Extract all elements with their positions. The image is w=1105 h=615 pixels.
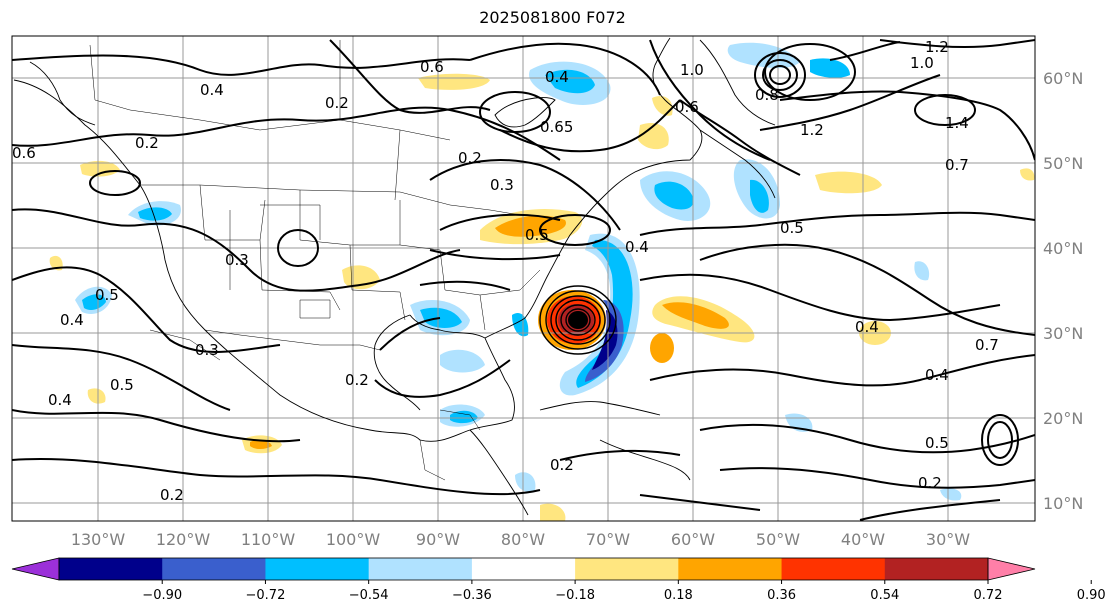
lon-label: 100°W — [326, 530, 381, 549]
graticule — [12, 36, 1035, 521]
contour-labels: 0.6 0.4 0.2 0.4 0.65 1.0 1.2 1.0 1.4 1.2… — [12, 38, 999, 504]
contour-label: 0.7 — [975, 336, 999, 354]
contour-label: 1.4 — [945, 114, 969, 132]
colorbar-frame — [58, 557, 989, 581]
colorbar-segment — [265, 558, 370, 580]
contour-label: 0.2 — [918, 474, 942, 492]
colorbar-tick-label: −0.72 — [246, 588, 286, 603]
colorbar-segment — [884, 558, 989, 580]
lat-label: 20°N — [1043, 409, 1083, 428]
contour-label: 0.8 — [755, 86, 779, 104]
colorbar-segment — [368, 558, 473, 580]
contour-label: 0.6 — [12, 144, 36, 162]
colorbar-segment — [781, 558, 886, 580]
contour-label: 0.5 — [110, 376, 134, 394]
lat-label: 60°N — [1043, 69, 1083, 88]
hurricane-contours — [539, 285, 617, 355]
colorbar-segment — [575, 558, 679, 580]
contour-label: 0.4 — [545, 68, 569, 86]
contour-label: 0.65 — [540, 118, 573, 136]
contour-label: 0.2 — [345, 371, 369, 389]
political-borders — [89, 40, 541, 481]
colorbar-tick-label: −0.54 — [349, 588, 389, 603]
colorbar-tick-label: −0.18 — [555, 588, 595, 603]
colorbar-tick-label: 0.36 — [767, 588, 796, 603]
contour-label: 0.2 — [135, 134, 159, 152]
lon-label: 120°W — [156, 530, 211, 549]
map-title: 2025081800 F072 — [479, 8, 626, 27]
contour-label: 0.5 — [95, 286, 119, 304]
colorbar-tick-label: 0.54 — [870, 588, 899, 603]
colorbar-tick-label: 0.72 — [974, 588, 1003, 603]
contour-label: 0.2 — [550, 456, 574, 474]
contour-lines — [12, 39, 1035, 521]
colorbar-tick-label: −0.36 — [452, 588, 492, 603]
contour-label: 0.7 — [945, 156, 969, 174]
contour-label: 0.4 — [925, 366, 949, 384]
colorbar-segment — [471, 558, 576, 580]
contour-label: 0.6 — [420, 58, 444, 76]
lon-label: 70°W — [586, 530, 630, 549]
colorbar-tick-label: −0.90 — [142, 588, 182, 603]
lon-label: 30°W — [926, 530, 970, 549]
contour-label: 0.5 — [525, 226, 549, 244]
contour-label: 0.4 — [625, 238, 649, 256]
contour-label: 0.4 — [60, 311, 84, 329]
colorbar-segment — [678, 558, 783, 580]
lon-label: 90°W — [416, 530, 460, 549]
lon-label: 130°W — [71, 530, 126, 549]
contour-label: 1.0 — [910, 54, 934, 72]
lat-label: 50°N — [1043, 154, 1083, 173]
colorbar-segment — [162, 558, 266, 580]
colorbar-segment — [59, 558, 163, 580]
contour-label: 0.2 — [325, 94, 349, 112]
contour-label: 0.2 — [458, 149, 482, 167]
lat-label: 40°N — [1043, 239, 1083, 258]
contour-label: 0.2 — [160, 486, 184, 504]
colorbar-tick-label: 0.90 — [1077, 588, 1105, 603]
colorbar-extend-low — [11, 557, 60, 581]
contour-label: 0.5 — [780, 219, 804, 237]
lat-label: 30°N — [1043, 324, 1083, 343]
contour-label: 0.4 — [200, 81, 224, 99]
lon-label: 40°W — [841, 530, 885, 549]
contour-label: 1.0 — [680, 61, 704, 79]
lat-label: 10°N — [1043, 494, 1083, 513]
contour-label: 1.2 — [925, 38, 949, 56]
colorbar-extend-high — [987, 557, 1036, 581]
shaded-fields — [49, 42, 1035, 521]
contour-label: 0.4 — [48, 391, 72, 409]
contour-label: 1.2 — [800, 121, 824, 139]
contour-label: 0.6 — [675, 98, 699, 116]
lon-label: 50°W — [756, 530, 800, 549]
colorbar-tick-label: 0.18 — [664, 588, 693, 603]
contour-label: 0.3 — [195, 341, 219, 359]
longitude-labels: 130°W 120°W 110°W 100°W 90°W 80°W 70°W 6… — [71, 530, 970, 549]
contour-label: 0.5 — [925, 434, 949, 452]
contour-label: 0.3 — [225, 251, 249, 269]
contour-label: 0.4 — [855, 318, 879, 336]
map-frame — [11, 35, 1036, 522]
contour-label: 0.3 — [490, 176, 514, 194]
lon-label: 60°W — [671, 530, 715, 549]
lon-label: 110°W — [241, 530, 296, 549]
colorbar: −0.90 −0.72 −0.54 −0.36 −0.18 0.18 0.36 0.54 0.7… — [11, 557, 1105, 603]
lon-label: 80°W — [501, 530, 545, 549]
latitude-labels: 60°N 50°N 40°N 30°N 20°N 10°N — [1043, 69, 1083, 513]
